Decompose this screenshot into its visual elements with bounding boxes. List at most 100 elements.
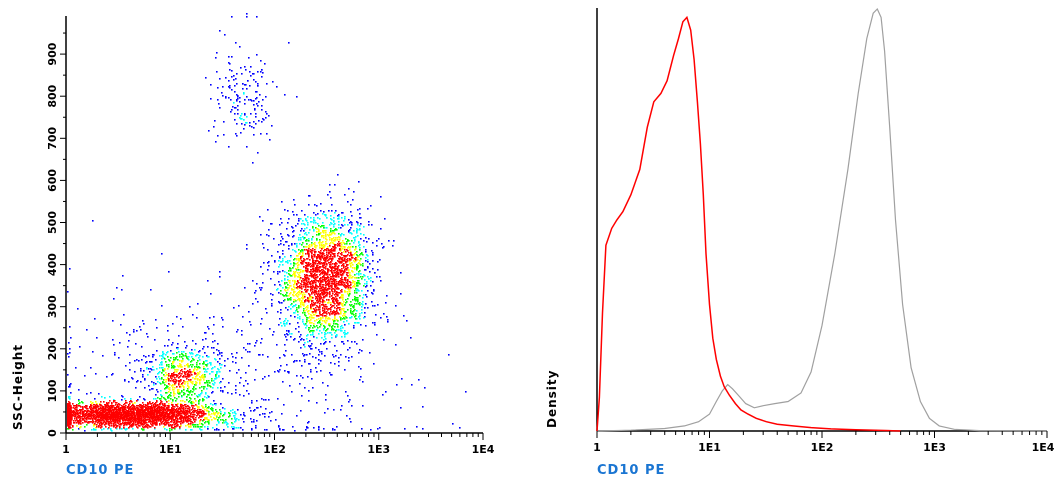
scatter-point xyxy=(207,395,209,397)
scatter-point xyxy=(251,126,253,128)
scatter-point xyxy=(330,270,332,272)
scatter-point xyxy=(199,383,201,385)
scatter-point xyxy=(123,427,125,429)
scatter-point xyxy=(332,232,334,234)
scatter-point xyxy=(210,408,212,410)
scatter-point xyxy=(207,326,209,328)
scatter-point xyxy=(165,420,167,422)
scatter-point xyxy=(156,327,158,329)
scatter-point xyxy=(327,284,329,286)
scatter-point xyxy=(357,259,359,261)
scatter-point xyxy=(331,290,333,292)
scatter-point xyxy=(354,261,356,263)
scatter-point xyxy=(325,322,327,324)
scatter-point xyxy=(336,288,338,290)
scatter-point xyxy=(205,369,207,371)
scatter-point xyxy=(340,409,342,411)
scatter-point xyxy=(74,405,76,407)
scatter-point xyxy=(319,262,321,264)
scatter-point xyxy=(332,276,334,278)
scatter-point xyxy=(174,420,176,422)
scatter-point xyxy=(167,368,169,370)
scatter-point xyxy=(147,404,149,406)
scatter-point xyxy=(165,361,167,363)
scatter-point xyxy=(113,426,115,428)
scatter-point xyxy=(313,243,315,245)
scatter-point xyxy=(181,383,183,385)
scatter-point xyxy=(266,133,268,135)
scatter-point xyxy=(77,416,79,418)
scatter-point xyxy=(322,300,324,302)
scatter-point xyxy=(322,222,324,224)
scatter-point xyxy=(341,303,343,305)
scatter-point xyxy=(69,384,71,386)
scatter-point xyxy=(210,386,212,388)
scatter-point xyxy=(68,356,70,358)
scatter-point xyxy=(172,375,174,377)
scatter-point xyxy=(121,407,123,409)
scatter-point xyxy=(366,241,368,243)
scatter-point xyxy=(261,338,263,340)
scatter-point xyxy=(336,271,338,273)
scatter-point xyxy=(325,243,327,245)
scatter-point xyxy=(322,230,324,232)
scatter-point xyxy=(342,341,344,343)
scatter-point xyxy=(341,304,343,306)
scatter-point xyxy=(319,244,321,246)
scatter-point xyxy=(323,289,325,291)
scatter-point xyxy=(307,250,309,252)
scatter-point xyxy=(314,254,316,256)
scatter-point xyxy=(346,259,348,261)
scatter-point xyxy=(183,419,185,421)
scatter-point xyxy=(336,323,338,325)
scatter-point xyxy=(253,100,255,102)
scatter-point xyxy=(199,420,201,422)
scatter-point xyxy=(311,245,313,247)
scatter-point xyxy=(164,388,166,390)
scatter-point xyxy=(153,384,155,386)
scatter-point xyxy=(208,130,210,132)
scatter-point xyxy=(187,405,189,407)
scatter-point xyxy=(326,254,328,256)
scatter-point xyxy=(219,363,221,365)
scatter-point xyxy=(310,325,312,327)
scatter-point xyxy=(368,278,370,280)
scatter-point xyxy=(288,42,290,44)
scatter-point xyxy=(309,316,311,318)
scatter-point xyxy=(209,362,211,364)
scatter-point xyxy=(322,256,324,258)
scatter-point xyxy=(149,426,151,428)
scatter-point xyxy=(180,411,182,413)
scatter-point xyxy=(197,413,199,415)
scatter-point xyxy=(327,277,329,279)
scatter-point xyxy=(188,376,190,378)
scatter-point xyxy=(308,250,310,252)
scatter-point xyxy=(302,253,304,255)
scatter-point xyxy=(229,413,231,415)
scatter-point xyxy=(87,422,89,424)
scatter-point xyxy=(320,324,322,326)
scatter-point xyxy=(289,293,291,295)
scatter-point xyxy=(152,420,154,422)
scatter-point xyxy=(114,407,116,409)
scatter-point xyxy=(322,265,324,267)
scatter-point xyxy=(206,381,208,383)
scatter-point xyxy=(164,368,166,370)
scatter-point xyxy=(334,291,336,293)
scatter-point xyxy=(340,257,342,259)
scatter-point xyxy=(85,413,87,415)
scatter-point xyxy=(155,424,157,426)
scatter-point xyxy=(279,429,281,431)
scatter-point xyxy=(358,352,360,354)
scatter-point xyxy=(67,403,69,405)
scatter-point xyxy=(311,378,313,380)
scatter-point xyxy=(313,263,315,265)
scatter-point xyxy=(188,365,190,367)
scatter-point xyxy=(338,307,340,309)
scatter-point xyxy=(351,240,353,242)
scatter-point xyxy=(368,224,370,226)
scatter-point xyxy=(93,429,95,431)
scatter-point xyxy=(124,398,126,400)
scatter-point xyxy=(183,418,185,420)
scatter-point xyxy=(310,290,312,292)
